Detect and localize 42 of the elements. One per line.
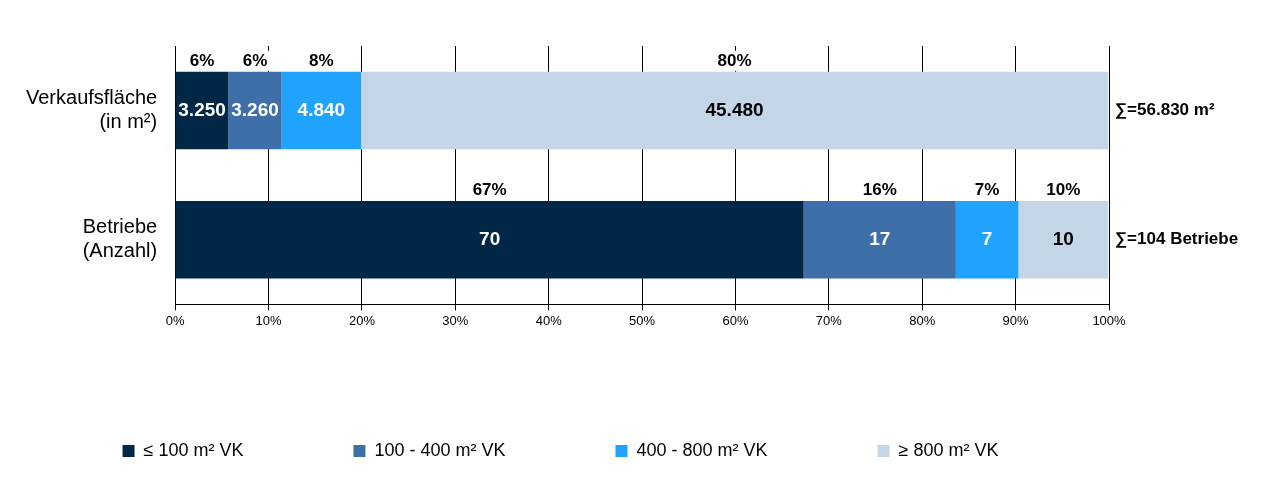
annotation: 17 bbox=[869, 228, 891, 250]
annotation: 4.840 bbox=[297, 98, 346, 120]
x-tick-label: 70% bbox=[815, 312, 843, 328]
annotation: 70 bbox=[479, 228, 501, 250]
bar bbox=[281, 71, 362, 150]
x-tick-label: 30% bbox=[442, 312, 469, 328]
x-tick-label: 40% bbox=[535, 312, 563, 328]
bar bbox=[1018, 201, 1109, 279]
x-tick-label: 10% bbox=[255, 312, 283, 328]
y-tick-label: Betriebe (Anzahl) bbox=[82, 215, 158, 262]
text: ∑=104 Betriebe bbox=[1115, 229, 1239, 249]
legend-label: 100 - 400 m² VK bbox=[374, 439, 506, 460]
data-label: 67% bbox=[472, 179, 507, 199]
data-label: 16% bbox=[862, 179, 897, 199]
x-tick-label: 50% bbox=[629, 312, 656, 328]
legend-label: ≥ 800 m² VK bbox=[898, 439, 999, 460]
bar bbox=[803, 201, 956, 279]
data-label: 80% bbox=[717, 50, 752, 70]
x-tick-label: 80% bbox=[909, 312, 936, 328]
x-tick-label: 60% bbox=[722, 312, 749, 328]
annotation: 45.480 bbox=[705, 98, 764, 120]
data-label: 7% bbox=[974, 179, 1000, 199]
x-tick-label: 0% bbox=[165, 312, 186, 328]
data-label: 8% bbox=[309, 50, 334, 70]
x-tick-label: 90% bbox=[1002, 312, 1030, 328]
y-tick-label: Verkaufsfläche (in m²) bbox=[25, 86, 158, 133]
annotation: 7 bbox=[981, 228, 993, 250]
bar bbox=[175, 201, 804, 279]
text: ∑=56.830 m² bbox=[1115, 100, 1215, 120]
bar bbox=[955, 201, 1019, 279]
x-tick-label: 100% bbox=[1092, 312, 1127, 328]
bar bbox=[228, 71, 282, 150]
legend-label: ≤ 100 m² VK bbox=[143, 439, 244, 460]
data-label: 6% bbox=[189, 50, 215, 70]
data-label: 10% bbox=[1046, 179, 1081, 199]
annotation: 3.260 bbox=[231, 98, 279, 120]
legend-label: 400 - 800 m² VK bbox=[636, 439, 768, 460]
bar bbox=[361, 71, 1109, 150]
x-tick-label: 20% bbox=[348, 312, 376, 328]
annotation: 3.250 bbox=[178, 98, 226, 120]
data-label: 6% bbox=[242, 50, 268, 70]
annotation: 10 bbox=[1052, 228, 1074, 250]
